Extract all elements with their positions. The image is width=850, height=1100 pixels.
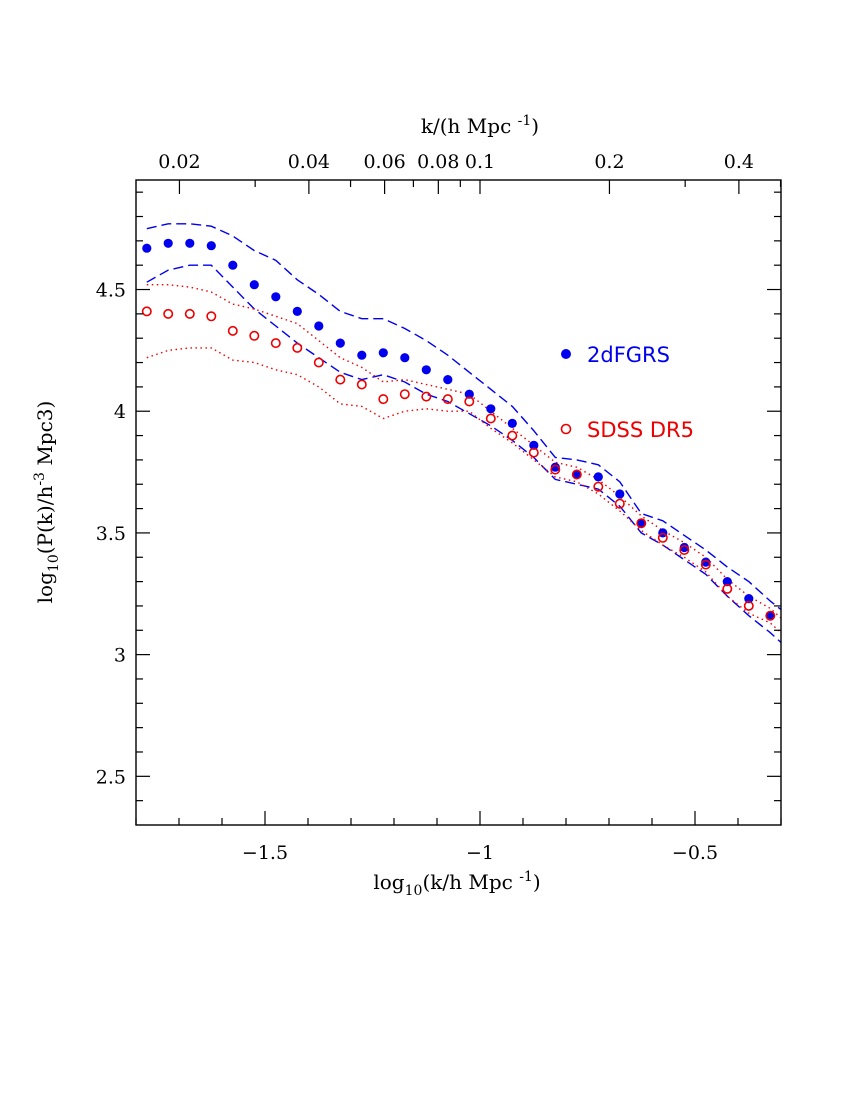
point-series-1 [679,544,690,555]
x-tick-label: −1 [466,842,494,864]
point-series-0 [787,631,796,640]
point-series-1 [378,394,389,405]
point-series-0 [228,260,238,270]
point-series-1 [700,559,711,570]
point-series-0 [206,241,216,251]
data-points [141,238,818,657]
y-tick-label: 4 [114,401,126,423]
top-tick-label: 0.06 [363,151,405,173]
x-tick-label: −0.5 [672,842,718,864]
point-series-0 [636,518,646,528]
point-series-1 [722,583,733,594]
plot-frame [135,179,782,826]
point-series-1 [636,518,647,529]
y-tick-label: 2.5 [96,766,126,788]
legend-marker-sdss [560,423,572,435]
point-series-1 [571,469,582,480]
point-series-0 [163,238,173,248]
band-upper-series-0 [146,223,781,611]
legend-marker-2dfgrs [561,349,571,359]
point-series-1 [464,396,475,407]
point-series-1 [335,374,346,385]
point-series-1 [614,498,625,509]
point-series-0 [443,375,453,385]
top-tick-label: 0.02 [158,151,200,173]
point-series-0 [292,306,302,316]
point-series-1 [657,532,668,543]
point-series-1 [227,325,238,336]
y-axis-title: log10(P(k)/h-3 Mpc3) [32,401,62,604]
band-lower-series-0 [146,264,781,644]
point-series-0 [271,292,281,302]
point-series-0 [529,440,539,450]
point-series-1 [206,311,217,322]
point-series-1 [249,330,260,341]
point-series-1 [743,600,754,611]
point-series-1 [184,308,195,319]
legend-label-2dfgrs: 2dFGRS [587,343,670,367]
top-tick-label: 0.4 [724,151,754,173]
point-series-1 [507,430,518,441]
point-series-1 [270,338,281,349]
point-series-1 [765,610,776,621]
x-tick-label: −1.5 [242,842,288,864]
point-series-1 [356,379,367,390]
point-series-0 [314,321,324,331]
point-series-0 [550,462,560,472]
top-tick-label: 0.2 [594,151,624,173]
point-series-0 [701,557,711,567]
point-series-0 [679,542,689,553]
point-series-1 [313,357,324,368]
point-series-1 [292,342,303,353]
point-series-0 [722,577,732,587]
point-series-0 [421,365,431,375]
point-series-1 [399,389,410,400]
point-series-0 [486,404,496,414]
point-series-0 [809,648,818,657]
point-series-1 [528,447,539,458]
y-tick-label: 3.5 [96,523,126,545]
band-lower-series-1 [146,347,781,634]
top-tick-label: 0.04 [288,151,330,173]
point-series-0 [464,389,474,399]
point-series-0 [615,489,625,499]
top-axis-title: k/(h Mpc -1) [421,113,539,138]
point-series-1 [809,648,817,656]
point-series-1 [550,464,561,475]
point-series-0 [335,338,345,348]
point-series-0 [378,348,388,358]
point-series-0 [765,611,775,621]
point-series-0 [249,280,259,290]
point-series-0 [744,594,754,604]
point-series-0 [572,469,582,480]
point-series-0 [400,353,410,363]
band-upper-series-1 [146,284,781,619]
error-bands [146,223,781,644]
y-tick-label: 4.5 [96,280,126,302]
point-series-1 [163,308,174,319]
point-series-0 [507,418,517,428]
point-series-0 [185,238,195,248]
point-series-1 [421,391,432,402]
point-series-0 [593,472,603,482]
y-tick-label: 3 [114,645,126,667]
point-series-1 [141,306,152,317]
point-series-0 [142,243,152,253]
x-axis-title: log10(k/h Mpc -1) [373,869,540,899]
point-series-1 [485,413,496,424]
top-tick-label: 0.08 [417,151,459,173]
point-series-0 [357,350,367,360]
top-tick-label: 0.1 [465,151,495,173]
point-series-1 [788,631,796,639]
axis-ticks: −1.5 −1 −0.5 2.5 3 3.5 4 4.5 0.02 0.04 0.06 0.08 0.1… [96,151,782,864]
legend-label-sdss: SDSS DR5 [587,418,694,442]
point-series-1 [593,481,604,492]
legend: 2dFGRS SDSS DR5 [560,343,694,442]
point-series-1 [442,394,453,405]
